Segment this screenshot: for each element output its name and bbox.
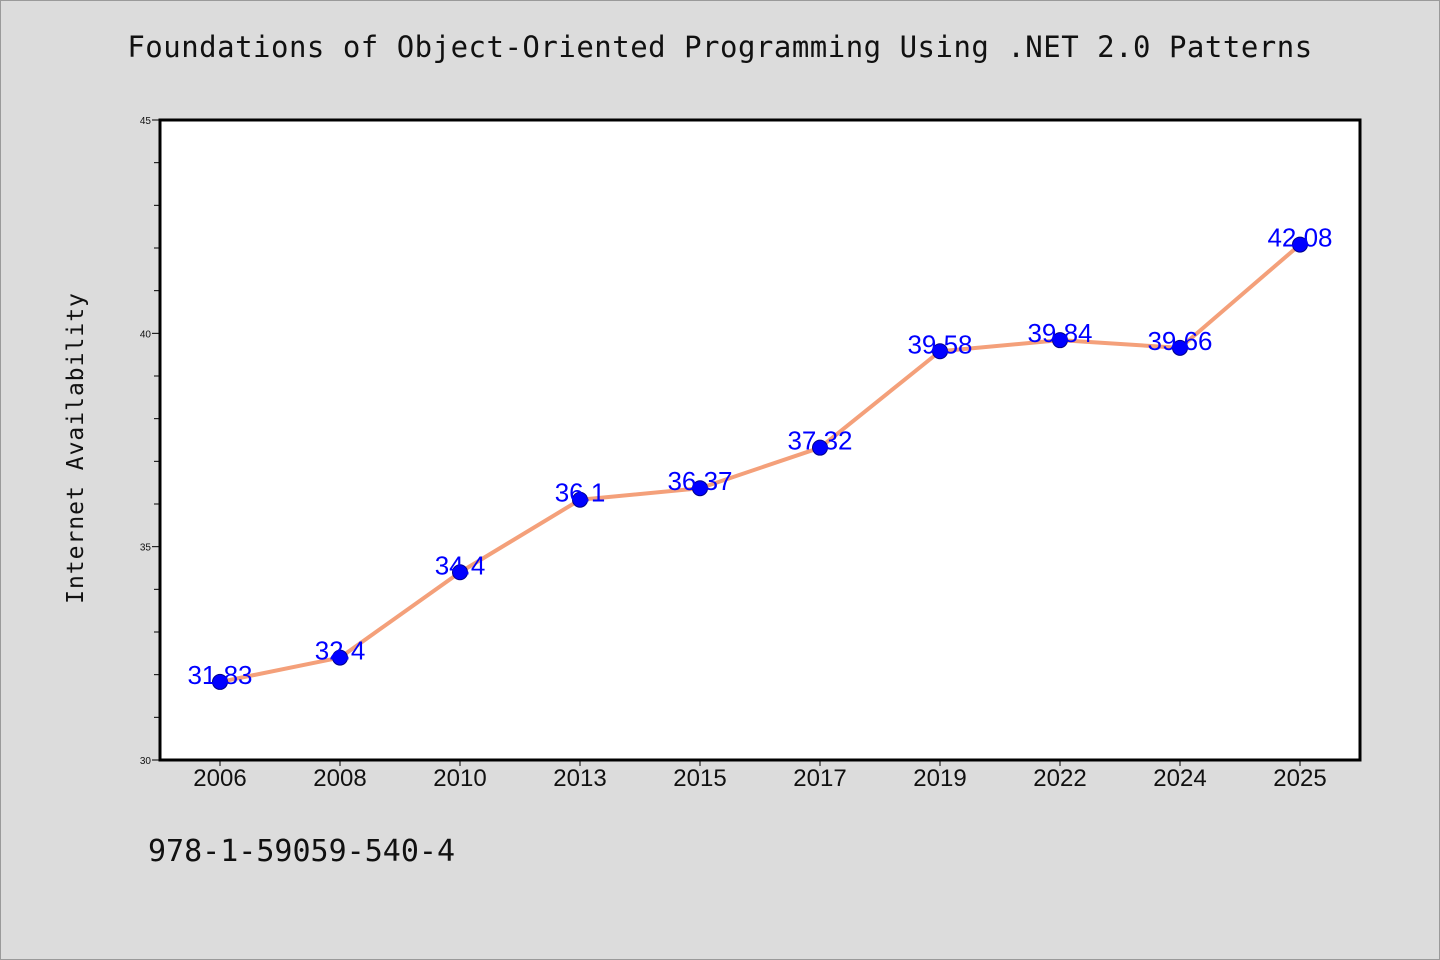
data-label: 39.84 [1027,318,1092,348]
x-tick-label: 2015 [673,765,726,792]
x-tick-label: 2025 [1273,765,1326,792]
data-label: 42.08 [1267,223,1332,253]
data-label: 34.4 [435,550,486,580]
series-line [218,242,1302,684]
series-group: 31.83 32.4 34.4 36.1 36.37 37.32 39.58 39.84 39.… [187,223,1333,690]
data-label: 36.1 [555,478,606,508]
x-tick-label: 2010 [433,765,486,792]
plot-area [160,120,1360,760]
x-tick-label: 2013 [553,765,606,792]
data-label: 31.83 [187,660,252,690]
data-point [452,564,468,581]
x-axis: 2006 2008 2010 2013 2015 2017 2019 2022 2024 2025 [193,760,1327,792]
y-tick-label: 40 [140,329,152,340]
data-point [692,480,708,497]
data-point [1052,332,1068,349]
footnote-isbn: 978-1-59059-540-4 [148,834,456,869]
data-label: 37.32 [787,426,852,456]
data-label: 36.37 [667,466,732,496]
data-point [572,491,588,508]
data-point [932,343,948,360]
data-label: 39.66 [1147,326,1212,356]
x-tick-label: 2017 [793,765,846,792]
y-tick-label: 35 [140,543,152,554]
x-tick-label: 2019 [913,765,966,792]
data-point [332,649,348,666]
x-tick-label: 2024 [1153,765,1206,792]
x-tick-label: 2008 [313,765,366,792]
x-tick-label: 2006 [193,765,246,792]
data-point [1172,339,1188,356]
data-label: 39.58 [907,329,972,359]
y-tick-label: 45 [140,116,152,127]
data-label: 32.4 [315,636,366,666]
y-tick-label: 30 [140,756,152,767]
data-point [812,439,828,456]
plot-border [158,118,1362,762]
y-axis: 30 35 40 45 [140,116,160,767]
chart-title: Foundations of Object-Oriented Programmi… [127,30,1313,64]
data-point [1292,236,1308,253]
x-tick-label: 2022 [1033,765,1086,792]
data-point [212,673,228,690]
